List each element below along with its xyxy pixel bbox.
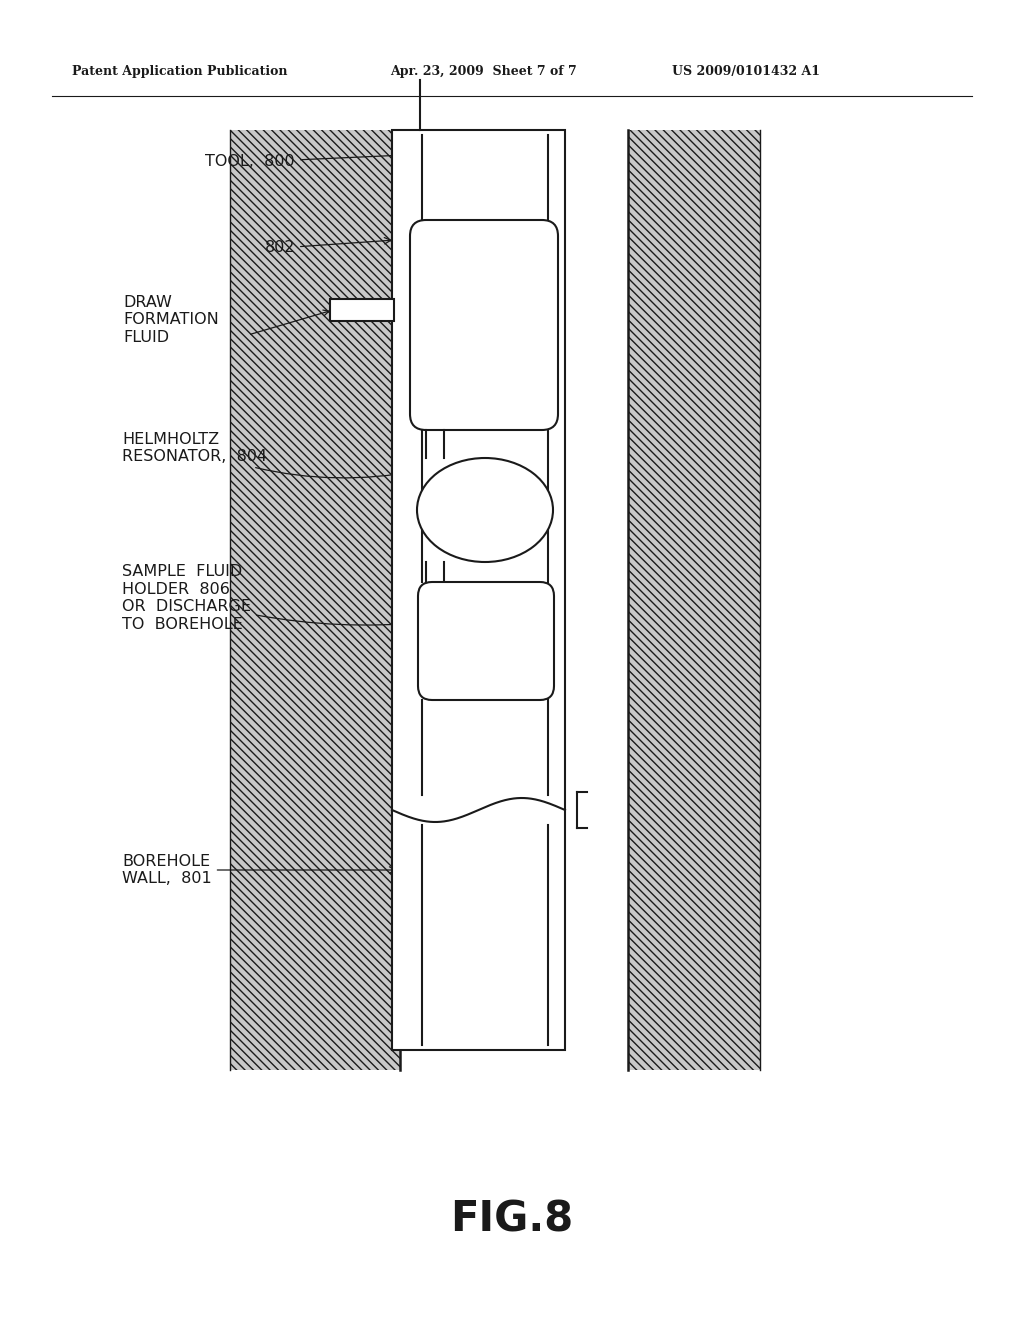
Bar xyxy=(392,129,565,1049)
Bar xyxy=(628,129,760,1071)
Text: HELMHOLTZ
RESONATOR,  804: HELMHOLTZ RESONATOR, 804 xyxy=(122,432,418,478)
Text: 802: 802 xyxy=(264,238,391,256)
Text: TOOL,  800: TOOL, 800 xyxy=(206,145,556,169)
FancyBboxPatch shape xyxy=(410,220,558,430)
FancyBboxPatch shape xyxy=(418,582,554,700)
Text: Patent Application Publication: Patent Application Publication xyxy=(72,66,288,78)
Bar xyxy=(230,129,400,1071)
Text: Apr. 23, 2009  Sheet 7 of 7: Apr. 23, 2009 Sheet 7 of 7 xyxy=(390,66,577,78)
Bar xyxy=(330,300,394,321)
Text: FIG.8: FIG.8 xyxy=(451,1199,573,1241)
Text: BOREHOLE
WALL,  801: BOREHOLE WALL, 801 xyxy=(122,854,396,886)
Bar xyxy=(628,129,760,1071)
Bar xyxy=(230,129,400,1071)
Text: US 2009/0101432 A1: US 2009/0101432 A1 xyxy=(672,66,820,78)
Text: DRAW
FORMATION
FLUID: DRAW FORMATION FLUID xyxy=(123,294,219,345)
Ellipse shape xyxy=(417,458,553,562)
Text: SAMPLE  FLUID
HOLDER  806
OR  DISCHARGE
TO  BOREHOLE: SAMPLE FLUID HOLDER 806 OR DISCHARGE TO … xyxy=(122,565,423,631)
